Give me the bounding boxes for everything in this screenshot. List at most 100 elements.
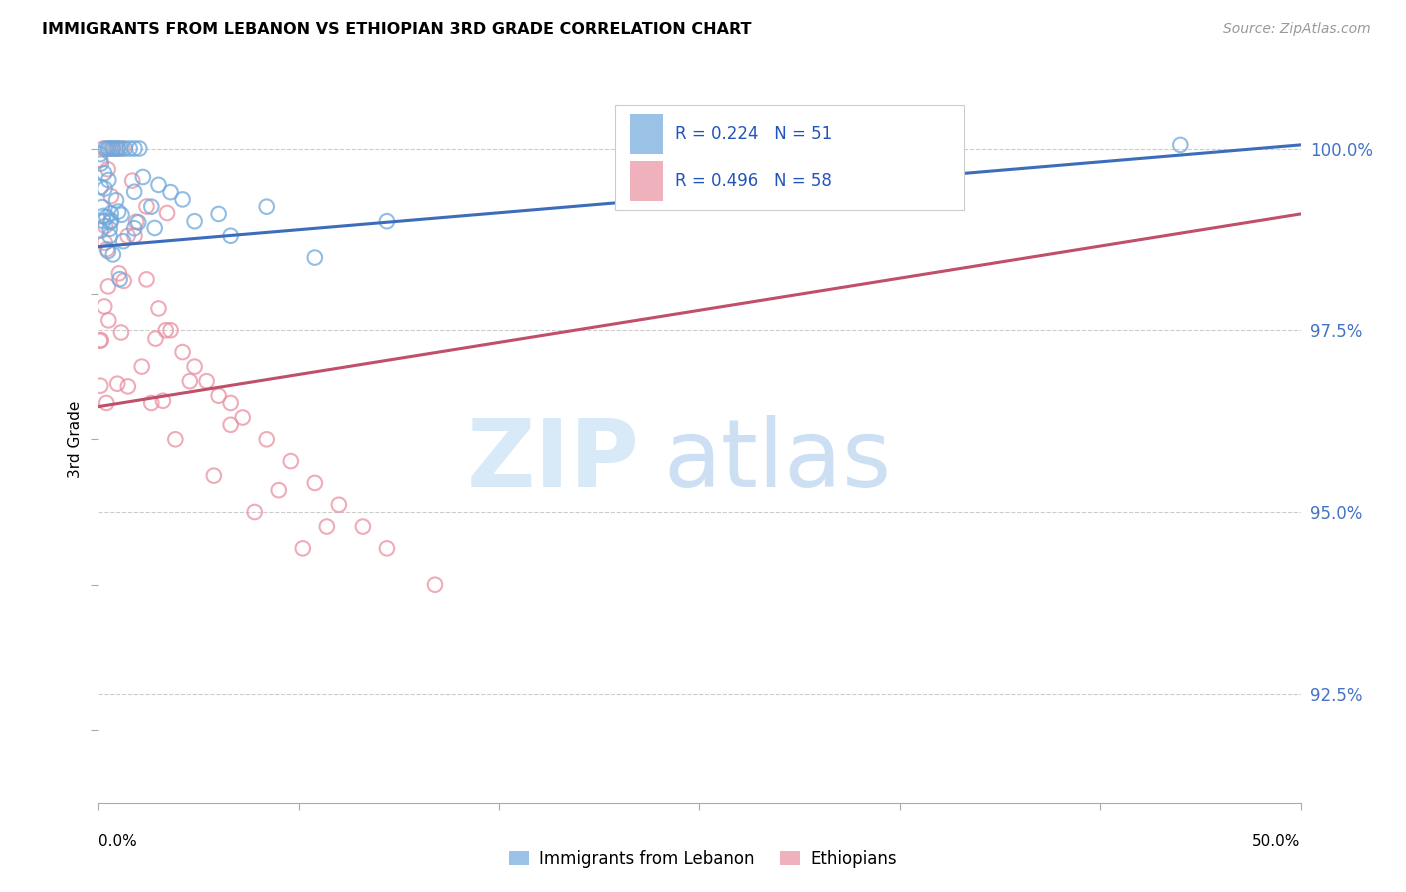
Point xyxy=(208,389,231,403)
Point xyxy=(124,228,146,243)
Point xyxy=(89,153,111,167)
Point xyxy=(118,142,141,156)
Point xyxy=(125,215,148,229)
Point xyxy=(375,214,398,228)
Point xyxy=(91,142,114,156)
Point xyxy=(96,242,118,256)
Point xyxy=(100,213,122,227)
FancyBboxPatch shape xyxy=(630,161,664,201)
Point xyxy=(93,235,115,250)
Point xyxy=(328,498,350,512)
Point xyxy=(148,178,170,192)
Point xyxy=(267,483,290,498)
Point xyxy=(304,475,326,490)
Point xyxy=(96,396,118,410)
Point xyxy=(141,200,163,214)
Point xyxy=(101,142,124,156)
Point xyxy=(100,142,122,156)
Point xyxy=(89,334,111,348)
Point xyxy=(280,454,302,468)
Y-axis label: 3rd Grade: 3rd Grade xyxy=(67,401,83,478)
Point xyxy=(143,221,166,235)
Legend: Immigrants from Lebanon, Ethiopians: Immigrants from Lebanon, Ethiopians xyxy=(503,844,903,875)
Point xyxy=(93,181,115,195)
Point xyxy=(145,332,167,346)
Point xyxy=(159,323,181,337)
Point xyxy=(423,578,446,592)
Point xyxy=(100,189,122,203)
Point xyxy=(89,378,111,392)
Point xyxy=(100,206,122,220)
Point xyxy=(375,541,398,556)
Point xyxy=(127,215,149,229)
Point xyxy=(97,162,120,177)
Point xyxy=(148,301,170,316)
Point xyxy=(93,166,115,180)
Point xyxy=(90,224,112,238)
Point xyxy=(97,142,120,156)
Point xyxy=(195,374,218,388)
Point xyxy=(97,313,120,327)
Point xyxy=(90,200,112,214)
Point xyxy=(135,199,157,213)
Point xyxy=(90,333,112,347)
Point xyxy=(114,142,136,156)
Point xyxy=(91,209,114,223)
Point xyxy=(131,359,153,374)
Point xyxy=(183,214,205,228)
Point xyxy=(219,228,242,243)
Text: 0.0%: 0.0% xyxy=(98,834,138,849)
Point xyxy=(97,279,120,293)
Point xyxy=(183,359,205,374)
Point xyxy=(105,376,128,391)
FancyBboxPatch shape xyxy=(630,114,664,154)
Point xyxy=(104,142,127,156)
Point xyxy=(93,300,115,314)
Point xyxy=(172,345,194,359)
Point xyxy=(208,207,231,221)
Point xyxy=(108,266,131,280)
Text: R = 0.224   N = 51: R = 0.224 N = 51 xyxy=(675,126,832,144)
Point xyxy=(232,410,254,425)
Point xyxy=(98,215,121,229)
Point xyxy=(107,204,129,219)
Point xyxy=(117,228,139,243)
Text: atlas: atlas xyxy=(664,415,891,508)
Point xyxy=(219,417,242,432)
Point xyxy=(256,433,278,447)
Point xyxy=(112,234,135,248)
Point xyxy=(90,180,112,194)
Point xyxy=(97,244,120,258)
Point xyxy=(315,519,337,533)
Text: 50.0%: 50.0% xyxy=(1253,834,1301,849)
Point xyxy=(107,142,129,156)
Point xyxy=(202,468,225,483)
Point xyxy=(124,221,146,235)
Point xyxy=(155,323,177,337)
Point xyxy=(117,379,139,393)
Point xyxy=(243,505,266,519)
Point xyxy=(108,272,131,286)
Text: Source: ZipAtlas.com: Source: ZipAtlas.com xyxy=(1223,22,1371,37)
Point xyxy=(159,185,181,199)
Point xyxy=(132,169,155,184)
Point xyxy=(172,193,194,207)
Point xyxy=(94,142,117,156)
Point xyxy=(101,142,124,156)
Point xyxy=(101,247,124,261)
Point xyxy=(128,142,150,156)
Point xyxy=(219,396,242,410)
Point xyxy=(304,251,326,265)
Point xyxy=(98,222,121,236)
Point xyxy=(141,396,163,410)
Point xyxy=(89,147,111,161)
Point xyxy=(121,173,143,187)
Point xyxy=(135,272,157,286)
Point xyxy=(107,142,129,156)
Point xyxy=(124,142,146,156)
Point xyxy=(112,274,135,288)
Point xyxy=(256,200,278,214)
Point xyxy=(179,374,201,388)
Point xyxy=(94,219,117,233)
Point xyxy=(352,519,374,533)
